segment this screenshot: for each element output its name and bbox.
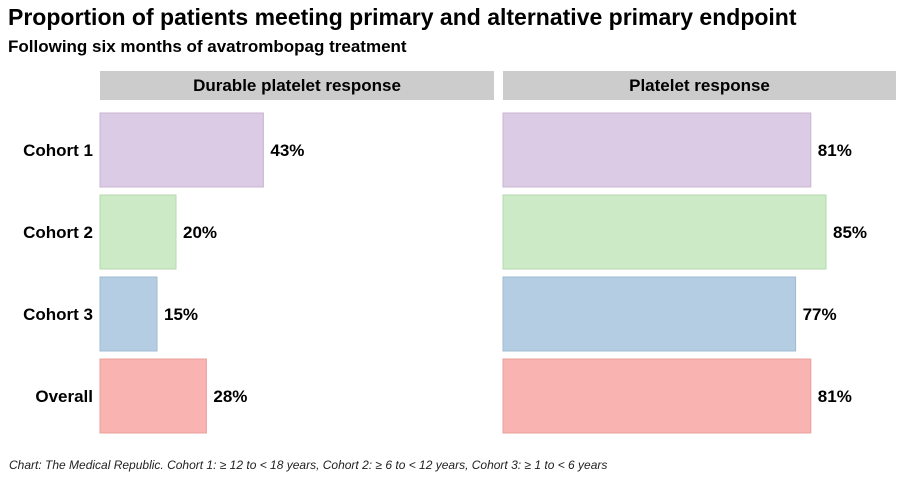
bar — [502, 358, 812, 434]
data-label: 81% — [818, 141, 852, 160]
category-label: Cohort 1 — [23, 141, 93, 160]
panel-title-platelet: Platelet response — [629, 75, 770, 95]
panel-header-platelet: Platelet response — [503, 71, 896, 100]
chart-title: Proportion of patients meeting primary a… — [8, 4, 797, 30]
category-label: Cohort 3 — [23, 305, 93, 324]
data-label: 43% — [270, 141, 304, 160]
panel-title-durable: Durable platelet response — [193, 75, 401, 95]
category-label: Overall — [35, 387, 93, 406]
data-label: 20% — [183, 223, 217, 242]
bar — [502, 112, 812, 188]
data-label: 28% — [213, 387, 247, 406]
data-label: 85% — [833, 223, 867, 242]
chart-subtitle: Following six months of avatrombopag tre… — [8, 37, 407, 56]
data-label: 15% — [164, 305, 198, 324]
bar — [502, 194, 827, 270]
bar — [99, 194, 177, 270]
bar — [502, 276, 797, 352]
category-label: Cohort 2 — [23, 223, 93, 242]
data-label: 77% — [803, 305, 837, 324]
bar — [99, 358, 207, 434]
chart-source-note: Chart: The Medical Republic. Cohort 1: ≥… — [9, 458, 608, 472]
bar — [99, 276, 158, 352]
bar — [99, 112, 264, 188]
panel-header-durable: Durable platelet response — [100, 71, 494, 100]
data-label: 81% — [818, 387, 852, 406]
